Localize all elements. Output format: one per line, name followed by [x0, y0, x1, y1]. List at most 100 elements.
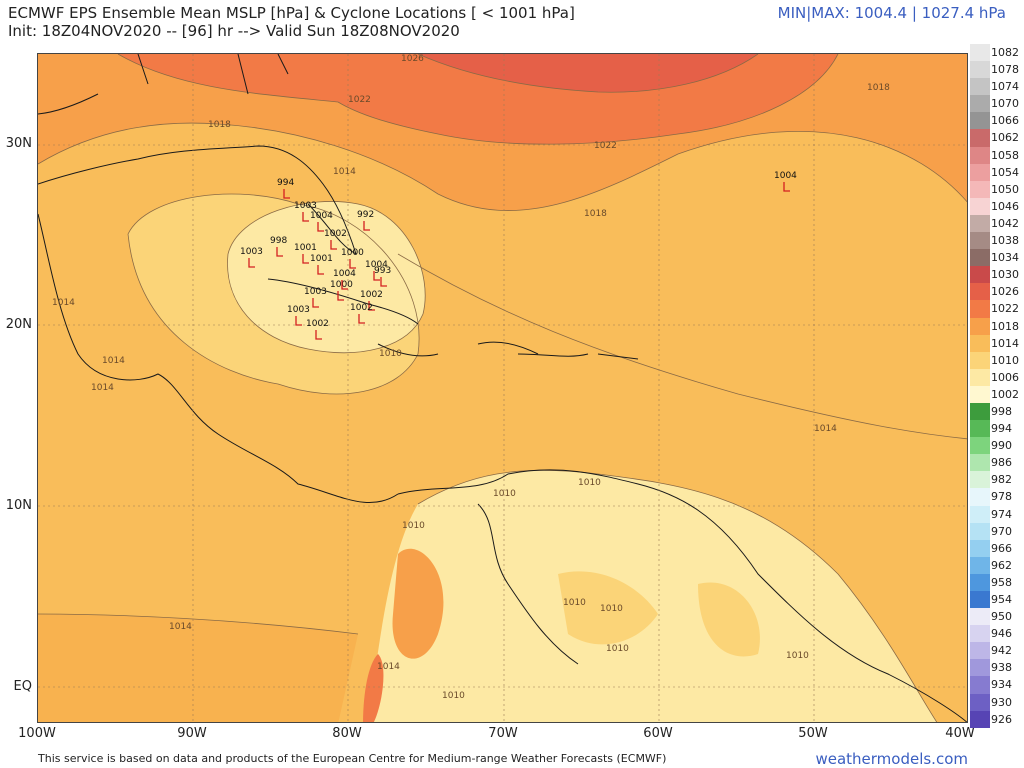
colorbar-entry: 1018 [970, 317, 1020, 335]
lon-label-40w: 40W [945, 726, 975, 741]
colorbar-swatch [970, 505, 990, 523]
contour-label: 1010 [563, 598, 586, 608]
brand-link[interactable]: weathermodels.com [815, 750, 968, 768]
field-1026 [418, 54, 758, 93]
colorbar-label: 1010 [991, 353, 1019, 367]
cyclone-low: 1003 [294, 201, 317, 222]
svg-text:1004: 1004 [333, 269, 356, 279]
colorbar-swatch [970, 710, 990, 728]
colorbar-entry: 1034 [970, 249, 1020, 267]
cyclone-low: 992 [357, 210, 374, 231]
colorbar-swatch [970, 608, 990, 626]
colorbar-swatch [970, 402, 990, 421]
colorbar-label: 994 [991, 422, 1012, 436]
contour-label: 1022 [594, 141, 617, 151]
svg-text:1003: 1003 [287, 305, 310, 315]
colorbar-entry: 1050 [970, 180, 1020, 198]
colorbar-label: 1082 [991, 46, 1019, 59]
colorbar-swatch [970, 454, 990, 472]
credit-text: This service is based on data and produc… [38, 752, 667, 765]
colorbar-label: 1054 [991, 165, 1019, 179]
cyclone-lows: 994 1003 1003 1003 1004 992 998 1001 100… [240, 171, 797, 340]
colorbar-entry: 1066 [970, 112, 1020, 130]
colorbar-swatch [970, 232, 990, 250]
colorbar-label: 1078 [991, 63, 1019, 77]
colorbar-entry: 1006 [970, 368, 1020, 386]
colorbar-swatch [970, 591, 990, 609]
colorbar-swatch [970, 351, 990, 369]
colorbar-entry: 930 [970, 693, 1020, 711]
cyclone-low: 1000 [341, 248, 364, 269]
colorbar-swatch [970, 625, 990, 643]
cyclone-low: 1004 [333, 269, 356, 290]
contour-label: 1010 [379, 349, 402, 359]
colorbar-label: 938 [991, 661, 1012, 675]
colorbar-entry: 1014 [970, 334, 1020, 352]
contour-label: 1010 [786, 651, 809, 661]
colorbar-label: 1046 [991, 199, 1019, 213]
colorbar-label: 962 [991, 558, 1012, 572]
colorbar-entry: 934 [970, 676, 1020, 694]
colorbar-entry: 1042 [970, 214, 1020, 233]
cyclone-low: 994 [277, 178, 294, 199]
contour-label: 1018 [867, 83, 890, 93]
colorbar-swatch [970, 420, 990, 438]
colorbar-label: 1066 [991, 114, 1019, 128]
lon-label-50w: 50W [798, 726, 828, 741]
cyclone-low: 1003 [287, 305, 310, 326]
svg-text:992: 992 [357, 210, 374, 220]
cyclone-low: 1001 [310, 254, 333, 275]
colorbar-entry: 950 [970, 608, 1020, 626]
map-panel: 1026 1022 1022 1018 1018 1018 1014 1014 … [37, 53, 968, 723]
colorbar-swatch [970, 163, 990, 181]
colorbar-entry: 962 [970, 556, 1020, 574]
svg-text:994: 994 [277, 178, 294, 188]
field-patch-2 [698, 582, 760, 657]
colorbar-swatch [970, 180, 990, 198]
colorbar-swatch [970, 471, 990, 489]
colorbar-label: 1038 [991, 234, 1019, 248]
colorbar-entry: 1002 [970, 385, 1020, 403]
pressure-colorbar: 1082 1078 1074 1070 1066 1062 1058 1054 1050 1046… [970, 44, 1020, 728]
colorbar-swatch [970, 197, 990, 215]
colorbar-entry: 1074 [970, 78, 1020, 96]
colorbar-swatch [970, 300, 990, 318]
colorbar-label: 958 [991, 575, 1012, 589]
svg-text:1002: 1002 [360, 290, 383, 300]
colorbar-label: 1042 [991, 216, 1019, 230]
andes-peak [363, 654, 384, 722]
isobars [38, 54, 967, 722]
colorbar-swatch [970, 539, 990, 557]
mslp-map: 1026 1022 1022 1018 1018 1018 1014 1014 … [38, 54, 967, 722]
colorbar-swatch [970, 266, 990, 284]
colorbar-entry: 986 [970, 454, 1020, 472]
field-1006-cuba [227, 201, 426, 353]
colorbar-label: 1002 [991, 387, 1019, 401]
colorbar-swatch [970, 283, 990, 301]
colorbar-label: 930 [991, 695, 1012, 709]
colorbar-label: 990 [991, 439, 1012, 453]
colorbar-label: 1050 [991, 182, 1019, 196]
colorbar-swatch [970, 214, 990, 233]
contour-label: 1014 [91, 383, 114, 393]
colorbar-label: 998 [991, 404, 1012, 418]
title-line-2: Init: 18Z04NOV2020 -- [96] hr --> Valid … [8, 22, 460, 40]
contour-label: 1010 [578, 478, 601, 488]
lon-label-90w: 90W [177, 726, 207, 741]
colorbar-label: 986 [991, 456, 1012, 470]
cyclone-low: 998 [270, 236, 287, 257]
graticule [38, 54, 967, 722]
contour-label: 1014 [169, 622, 192, 632]
colorbar-swatch [970, 659, 990, 677]
field-patch-1 [558, 571, 658, 645]
cyclone-low: 1003 [240, 247, 263, 268]
cyclone-low: 1002 [360, 290, 383, 311]
cyclone-low: 1003 [304, 287, 327, 308]
colorbar-label: 1030 [991, 268, 1019, 282]
colorbar-swatch [970, 437, 990, 455]
colorbar-label: 1062 [991, 131, 1019, 145]
colorbar-label: 1026 [991, 285, 1019, 299]
contour-label: 1026 [401, 54, 424, 64]
cyclone-low: 1002 [306, 319, 329, 340]
svg-text:1000: 1000 [341, 248, 364, 258]
